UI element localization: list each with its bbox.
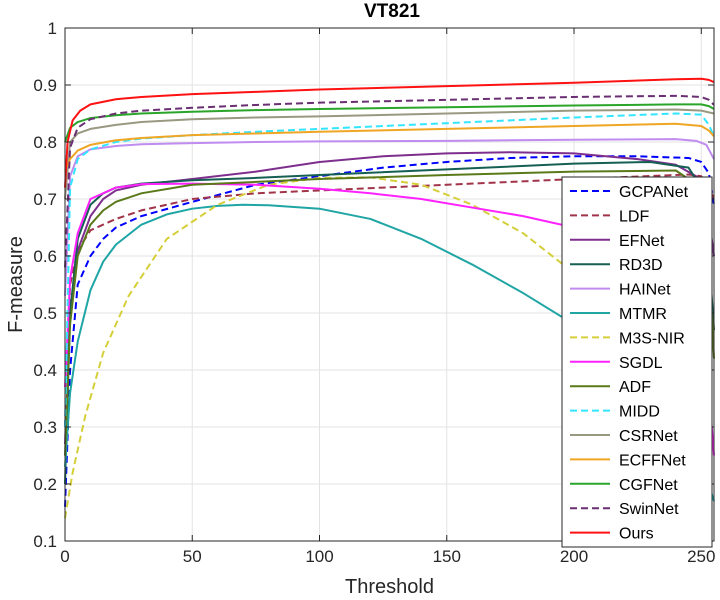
series-line-midd (64, 112, 715, 428)
series-line-cgfnet (64, 103, 715, 143)
series-line-hainet (64, 138, 715, 296)
x-axis-title: Threshold (345, 576, 434, 598)
legend-label: HAINet (619, 282, 671, 299)
series-line-rd3d (64, 160, 715, 485)
legend-label: SGDL (619, 355, 663, 372)
y-tick-label: 0.8 (33, 133, 57, 152)
legend-label: GCPANet (619, 184, 689, 201)
y-tick-label: 0.5 (33, 304, 57, 323)
y-tick-label: 0.4 (33, 361, 57, 380)
legend-label: M3S-NIR (619, 330, 685, 347)
x-tick-label: 150 (433, 547, 461, 566)
series-line-ecffnet (64, 122, 715, 171)
legend-label: RD3D (619, 257, 663, 274)
x-tick-label: 100 (305, 547, 333, 566)
legend: GCPANet LDF EFNet RD3D HAINet MTMR M3S-NIR SGDL… (561, 176, 713, 548)
y-tick-label: 0.9 (33, 76, 57, 95)
y-axis-title: F-measure (5, 236, 27, 333)
legend-label: MTMR (619, 306, 667, 323)
chart-title: VT821 (364, 1, 420, 22)
legend-label: CSRNet (619, 428, 678, 445)
x-tick-label: 250 (687, 547, 715, 566)
series-line-csrnet (64, 108, 715, 200)
legend-label: Ours (619, 526, 654, 543)
series-line-swinnet (64, 94, 715, 268)
legend-label: SwinNet (619, 501, 679, 518)
y-tick-label: 0.7 (33, 190, 57, 209)
y-tick-label: 0.1 (33, 532, 57, 551)
legend-label: ECFFNet (619, 452, 686, 469)
y-tick-label: 0.6 (33, 247, 57, 266)
y-tick-label: 1 (48, 19, 57, 38)
plot-frame (64, 27, 715, 542)
series-lines (64, 77, 715, 519)
legend-label: ADF (619, 379, 651, 396)
x-tick-label: 200 (560, 547, 588, 566)
x-tick-label: 50 (183, 547, 202, 566)
legend-label: EFNet (619, 233, 665, 250)
legend-label: CGFNet (619, 477, 678, 494)
legend-label: LDF (619, 208, 649, 225)
axis-ticks: 0 50 100 150 200 250 0.1 0.2 0.3 0.4 0.5 0.6 0.7 0.8 0… (33, 19, 715, 566)
x-tick-label: 0 (60, 547, 69, 566)
legend-label: MIDD (619, 404, 660, 421)
y-tick-label: 0.3 (33, 418, 57, 437)
series-line-ours (64, 77, 715, 188)
y-tick-label: 0.2 (33, 475, 57, 494)
series-line-gcpanet (64, 155, 715, 507)
